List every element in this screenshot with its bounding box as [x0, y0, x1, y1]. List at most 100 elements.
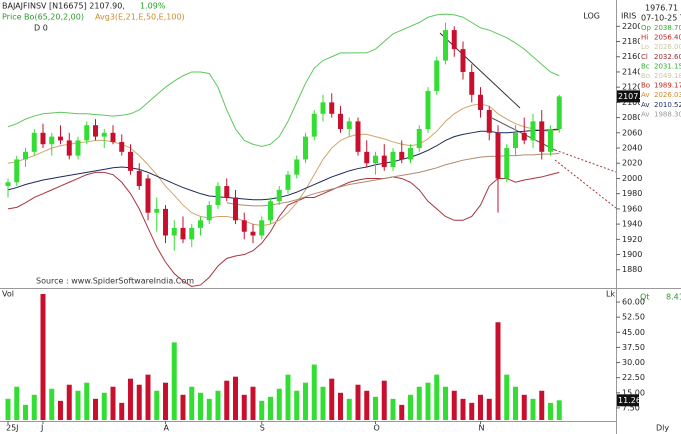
candle-body	[101, 132, 107, 137]
volume-bar	[451, 390, 457, 420]
volume-bar	[23, 404, 28, 420]
indicator-line	[7, 171, 560, 288]
volume-bar	[75, 390, 81, 420]
volume-bar	[163, 382, 168, 420]
y-tick-label: 2080	[622, 113, 642, 122]
volume-bar	[556, 400, 562, 420]
volume-bar	[180, 394, 186, 420]
volume-bar	[486, 398, 492, 420]
volume-bar	[215, 390, 221, 420]
info-label: Cl	[641, 53, 648, 61]
candle-body	[180, 227, 186, 240]
x-tick-label: S	[260, 424, 265, 433]
candle-body	[250, 231, 256, 236]
candle-body	[268, 201, 273, 221]
volume-bar	[84, 382, 90, 420]
candle-body	[128, 151, 133, 171]
volume-bar	[66, 384, 72, 420]
volume-tick-label: 45.00	[622, 328, 645, 337]
x-end-label: Dly	[656, 424, 669, 433]
candle-body	[311, 113, 317, 137]
candle-body	[355, 121, 361, 152]
candle-body	[303, 136, 308, 160]
volume-bar	[154, 390, 160, 420]
info-value: 2026.00	[654, 43, 681, 51]
candle-body	[381, 155, 387, 168]
last-price-box	[617, 90, 647, 103]
volume-bar	[224, 380, 230, 420]
candle-body	[259, 220, 265, 236]
candle-body	[504, 148, 510, 179]
y-tick-label: 2200	[622, 22, 642, 31]
candle-body	[390, 151, 396, 168]
average-label: Avg3(E,21,E,50,E,100)	[95, 13, 185, 22]
candle-body	[93, 125, 98, 137]
candle-body	[5, 182, 11, 187]
last-price-label: 2107.90	[618, 92, 651, 101]
candle-body	[408, 148, 413, 160]
y-tick-label: 1980	[622, 189, 642, 198]
y-tick-label: 1960	[622, 204, 642, 213]
info-value: 2049.18	[654, 72, 681, 80]
volume-bar	[189, 386, 195, 420]
candle-body	[14, 159, 20, 183]
y-tick-label: 2040	[622, 144, 642, 153]
volume-bar	[206, 398, 212, 420]
volume-tick-label: 60.00	[622, 298, 645, 307]
candle-body	[451, 30, 457, 50]
qt-value: 8.41	[666, 293, 681, 302]
volume-bar	[469, 402, 475, 420]
y-tick-label: 1880	[622, 265, 642, 274]
candle-body	[40, 132, 46, 145]
volume-corner: Lk	[606, 290, 615, 299]
volume-tick-label: 30.00	[622, 358, 645, 367]
x-tick-label: J	[40, 424, 43, 433]
candle-body	[154, 208, 160, 213]
volume-bar	[443, 386, 448, 420]
volume-bar	[381, 380, 387, 420]
candle-body	[119, 141, 125, 152]
info-label: Bc	[641, 62, 650, 70]
info-value: 2038.70	[654, 24, 681, 32]
candle-body	[434, 60, 440, 91]
trend-line-projection	[554, 149, 617, 173]
candle-body	[136, 170, 142, 187]
candle-body	[460, 49, 466, 72]
volume-tick-label: 22.50	[622, 373, 645, 382]
trend-line-projection	[554, 159, 617, 209]
candle-body	[171, 227, 177, 236]
marker-label: D 0	[34, 24, 48, 33]
info-label: Hi	[641, 34, 648, 42]
last-volume-box	[617, 394, 639, 407]
volume-bar	[521, 394, 527, 420]
candle-body	[469, 71, 475, 95]
info-value: 1988.30	[654, 110, 681, 118]
candle-body	[23, 151, 28, 160]
info-label: Av	[641, 110, 650, 118]
info-value: 2032.60	[654, 53, 681, 61]
candle-body	[338, 113, 343, 130]
volume-tick-label: 15.00	[622, 388, 645, 397]
volume-bar	[14, 386, 20, 420]
x-tick-label: 25J	[6, 424, 19, 433]
candle-body	[145, 178, 151, 213]
volume-bar	[303, 382, 308, 420]
candle-body	[539, 121, 545, 152]
info-label: Lo	[641, 43, 649, 51]
volume-tick-label: 37.50	[622, 343, 645, 352]
info-value: 2056.40	[654, 34, 681, 42]
volume-bar	[119, 402, 125, 420]
volume-bar	[346, 398, 352, 420]
candle-body	[521, 132, 527, 141]
volume-bar	[259, 400, 265, 420]
candle-body	[486, 109, 492, 133]
candle-body	[276, 189, 282, 202]
volume-bar	[5, 398, 11, 420]
candle-body	[66, 140, 72, 156]
candle-body	[425, 90, 431, 130]
y-tick-label: 2000	[622, 174, 642, 183]
volume-bar	[434, 374, 440, 420]
candle-body	[364, 151, 370, 164]
volume-bar	[136, 384, 142, 420]
info-date: 07-10-25 Tu	[641, 14, 681, 23]
